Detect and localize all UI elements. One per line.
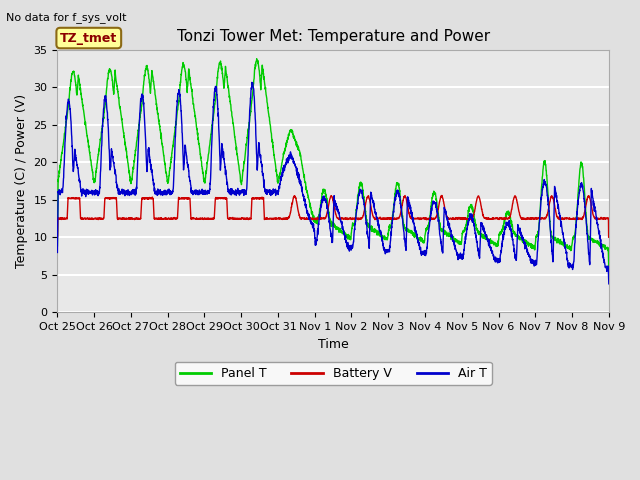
Text: No data for f_sys_volt: No data for f_sys_volt [6,12,127,23]
Title: Tonzi Tower Met: Temperature and Power: Tonzi Tower Met: Temperature and Power [177,29,490,45]
X-axis label: Time: Time [317,337,349,351]
Y-axis label: Temperature (C) / Power (V): Temperature (C) / Power (V) [15,94,28,268]
Legend: Panel T, Battery V, Air T: Panel T, Battery V, Air T [175,362,492,385]
Text: TZ_tmet: TZ_tmet [60,32,117,45]
